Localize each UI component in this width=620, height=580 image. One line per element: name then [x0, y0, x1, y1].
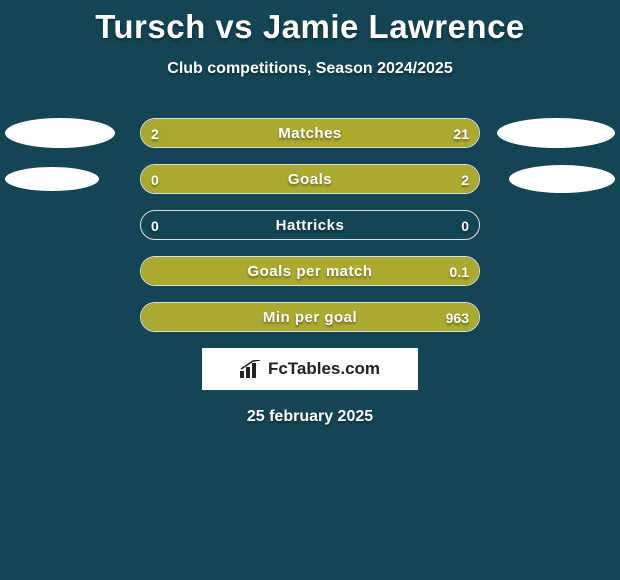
- right-value: 2: [461, 165, 469, 194]
- comparison-chart: 2 Matches 21 0 Goals 2 0 Hattricks 0: [0, 118, 620, 332]
- page-title: Tursch vs Jamie Lawrence: [0, 0, 620, 46]
- stat-row: 0 Goals 2: [0, 164, 620, 194]
- stat-label: Min per goal: [141, 303, 479, 332]
- stat-row: Goals per match 0.1: [0, 256, 620, 286]
- stat-label: Hattricks: [141, 211, 479, 240]
- branding-text: FcTables.com: [268, 359, 380, 379]
- vs-separator: vs: [206, 8, 263, 45]
- stat-row: Min per goal 963: [0, 302, 620, 332]
- bar-chart-icon: [240, 360, 262, 378]
- stat-bar: 0 Hattricks 0: [140, 210, 480, 240]
- subtitle: Club competitions, Season 2024/2025: [0, 60, 620, 78]
- stat-label: Goals per match: [141, 257, 479, 286]
- left-magnitude-disc: [5, 118, 115, 148]
- stat-bar: 0 Goals 2: [140, 164, 480, 194]
- snapshot-date: 25 february 2025: [0, 408, 620, 426]
- stat-bar: Goals per match 0.1: [140, 256, 480, 286]
- player-left-name: Tursch: [95, 8, 206, 45]
- stat-bar: Min per goal 963: [140, 302, 480, 332]
- right-value: 0: [461, 211, 469, 240]
- stat-row: 0 Hattricks 0: [0, 210, 620, 240]
- stat-bar: 2 Matches 21: [140, 118, 480, 148]
- player-right-name: Jamie Lawrence: [263, 8, 525, 45]
- right-value: 963: [446, 303, 469, 332]
- right-value: 0.1: [450, 257, 469, 286]
- right-value: 21: [453, 119, 469, 148]
- branding-badge: FcTables.com: [202, 348, 418, 390]
- right-magnitude-disc: [497, 118, 615, 148]
- left-magnitude-disc: [5, 167, 99, 191]
- stat-row: 2 Matches 21: [0, 118, 620, 148]
- stat-label: Goals: [141, 165, 479, 194]
- right-magnitude-disc: [509, 165, 615, 193]
- stat-label: Matches: [141, 119, 479, 148]
